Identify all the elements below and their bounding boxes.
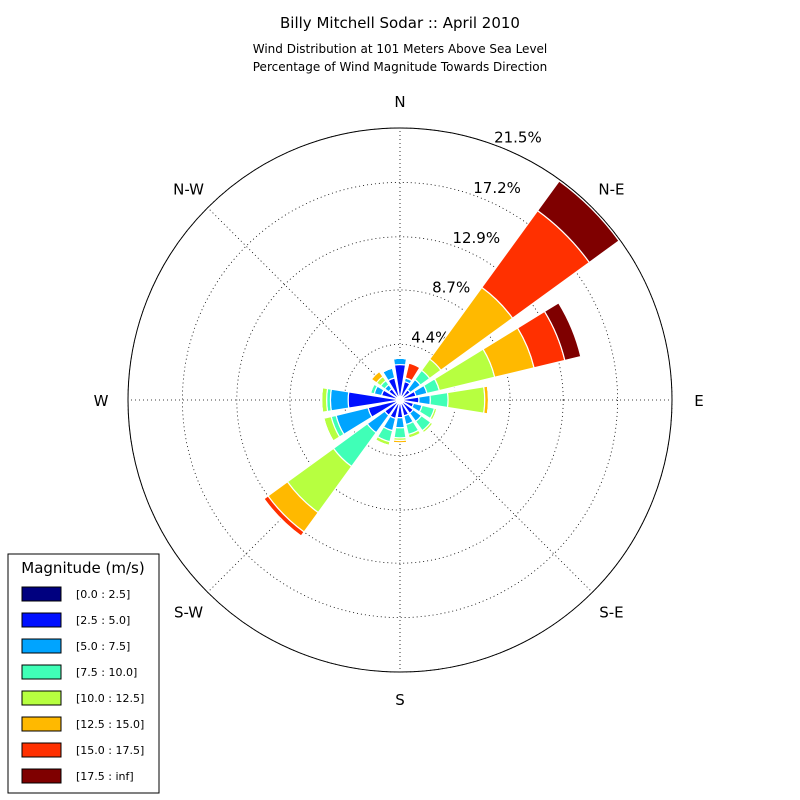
grid-ring [236,236,564,564]
grid-spoke [207,207,401,401]
legend-label: [7.5 : 10.0] [76,666,137,679]
legend-label: [5.0 : 7.5] [76,640,130,653]
legend-label: [0.0 : 2.5] [76,588,130,601]
direction-label: N [394,93,405,111]
legend-title: Magnitude (m/s) [21,559,144,577]
wind-segment [382,367,393,373]
wind-segment [418,394,431,406]
direction-label: S-W [174,603,203,621]
legend-swatch [21,742,62,758]
r-tick-label: 4.4% [411,329,449,347]
legend-swatch [21,768,62,784]
direction-label: N-W [173,181,204,199]
wind-segment [393,441,407,444]
plot-area: 4.4% 8.7% 12.9% 17.2% 21.5% N N-E E S-E S S-W W N-W [94,93,704,709]
wind-segment [320,387,324,413]
wind-segment [329,388,350,412]
legend-label: [10.0 : 12.5] [76,692,144,705]
direction-label: S [395,691,405,709]
wind-segment [323,418,334,442]
legend-swatch [21,716,62,732]
direction-label: E [694,392,703,410]
legend-swatch [21,638,62,654]
polar-frame [127,127,673,673]
r-tick-label: 8.7% [432,278,470,296]
direction-label: S-E [599,603,623,621]
legend-label: [15.0 : 17.5] [76,744,144,757]
wind-segment [536,180,620,264]
grid-ring [181,181,619,619]
wind-segment [394,416,406,429]
legend-label: [17.5 : inf] [76,770,134,783]
legend-swatch [21,612,62,628]
wind-segment [543,302,582,362]
wind-segment [393,357,407,360]
direction-label: W [94,392,109,410]
wind-segment [393,426,407,439]
legend: Magnitude (m/s) [0.0 : 2.5] [2.5 : 5.0] [5… [7,553,160,794]
wind-segment [423,423,434,434]
chart-title: Billy Mitchell Sodar :: April 2010 [280,14,520,32]
r-tick-label: 12.9% [452,229,500,247]
grid-ring [289,289,511,511]
wind-segment [446,386,486,414]
wind-segment [392,357,408,366]
chart-subtitle: Percentage of Wind Magnitude Towards Dir… [253,60,547,74]
legend-swatch [21,586,62,602]
legend-swatch [21,664,62,680]
legend-label: [2.5 : 5.0] [76,614,130,627]
grid-spoke [399,399,593,593]
chart-subtitle: Wind Distribution at 101 Meters Above Se… [253,42,548,56]
legend-label: [12.5 : 15.0] [76,718,144,731]
direction-label: N-E [598,181,624,199]
r-tick-label: 17.2% [473,179,521,197]
r-tick-label: 21.5% [494,129,542,147]
wind-segment [429,391,449,409]
legend-swatch [21,690,62,706]
